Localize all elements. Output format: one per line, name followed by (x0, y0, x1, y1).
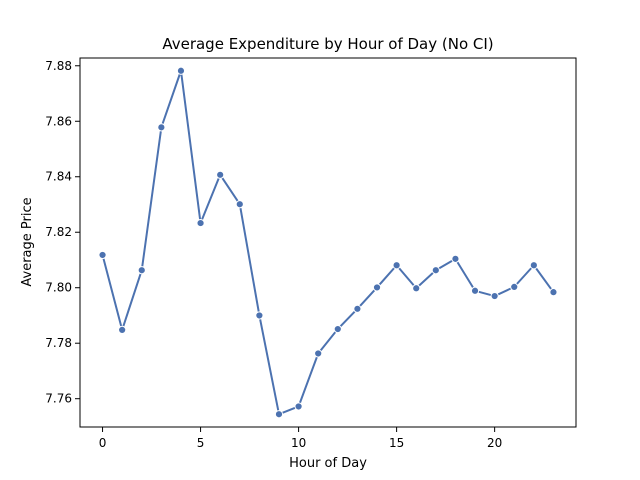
data-point (274, 410, 284, 419)
data-point (137, 266, 146, 275)
data-point (333, 324, 342, 334)
plot-frame (79, 57, 577, 428)
data-points (98, 66, 558, 419)
y-axis: 7.76 7.78 7.80 7.82 7.84 7.86 7.88 (45, 59, 80, 406)
data-point (255, 311, 264, 320)
x-tick-label: 5 (197, 436, 205, 450)
y-tick-label: 7.88 (45, 59, 72, 73)
y-tick-label: 7.80 (45, 281, 72, 295)
data-point (510, 282, 519, 291)
y-tick-label: 7.82 (45, 225, 72, 239)
x-tick-label: 10 (291, 436, 306, 450)
data-point (470, 286, 480, 295)
x-axis-label: Hour of Day (289, 456, 367, 471)
x-tick-label: 0 (99, 436, 107, 450)
data-point (216, 170, 225, 179)
data-point (235, 200, 244, 209)
data-point (118, 325, 127, 334)
y-tick-label: 7.84 (45, 170, 72, 184)
x-tick-label: 20 (487, 436, 502, 450)
y-tick-label: 7.78 (45, 336, 72, 350)
data-point (353, 304, 362, 313)
data-point (314, 349, 323, 358)
data-point (372, 283, 382, 292)
chart-title: Average Expenditure by Hour of Day (No C… (162, 35, 493, 53)
data-point (294, 402, 303, 411)
data-point (98, 250, 107, 260)
data-point (549, 288, 558, 297)
data-point (176, 66, 186, 75)
y-tick-label: 7.76 (45, 392, 72, 406)
x-axis: 0 5 10 15 20 (99, 427, 502, 450)
x-tick-label: 15 (389, 436, 404, 450)
data-point (412, 284, 421, 293)
y-tick-label: 7.86 (45, 114, 72, 128)
data-point (451, 254, 460, 263)
data-point (431, 266, 440, 275)
y-axis-label: Average Price (20, 197, 35, 286)
data-point (529, 261, 538, 270)
data-point (392, 261, 401, 270)
data-point (196, 218, 205, 228)
data-point (157, 123, 166, 132)
series-line (101, 69, 555, 416)
data-point (490, 291, 499, 301)
